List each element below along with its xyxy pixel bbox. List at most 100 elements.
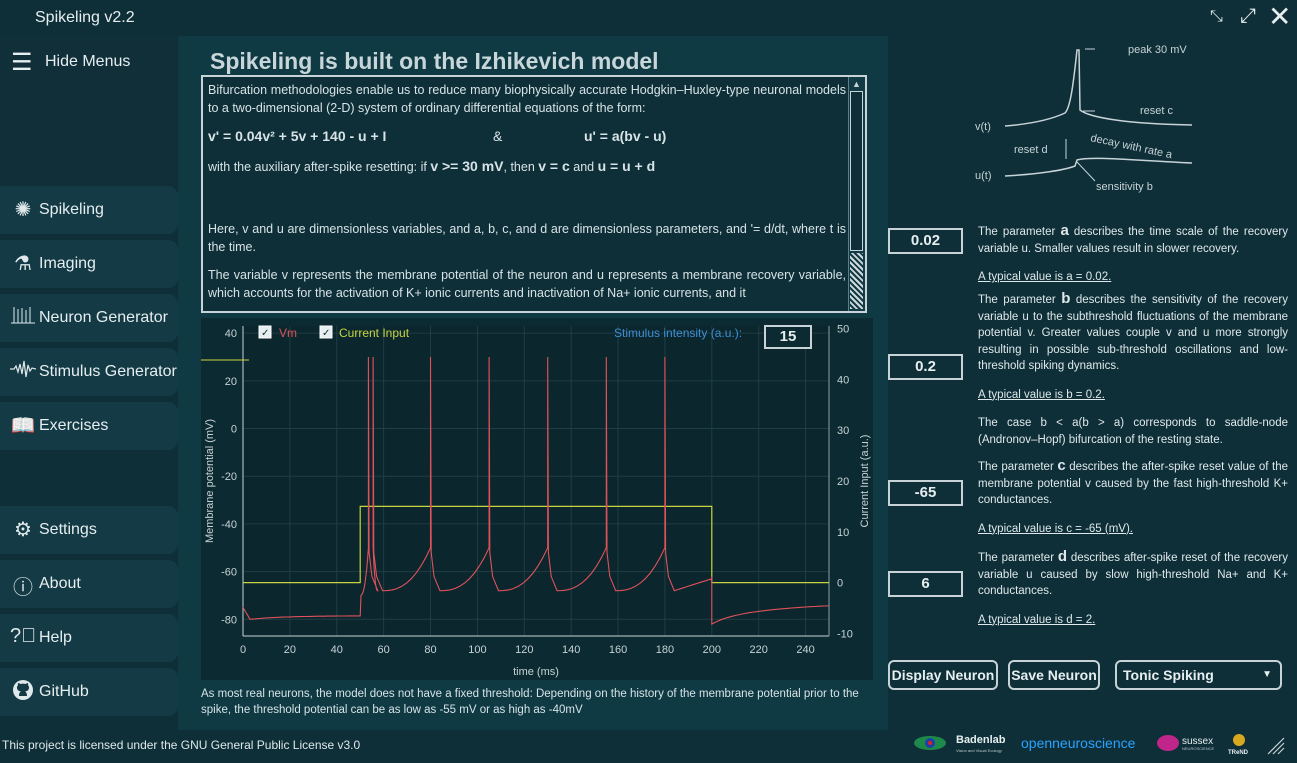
param-text: describes after-spike reset of the recov… (978, 552, 1288, 597)
x-tick-label: 240 (796, 644, 814, 656)
sidebar-item-help[interactable]: ?⃝ Help (0, 614, 178, 662)
param-letter: c (1057, 457, 1066, 474)
vt-curve (1004, 49, 1193, 127)
vm-legend-label: Vm (279, 326, 297, 340)
param-a-typical: A typical value is a = 0.02. (978, 271, 1112, 283)
scroll-track[interactable] (850, 253, 863, 309)
microscope-icon: ⚗ (14, 253, 32, 275)
param-a-input[interactable]: 0.02 (888, 228, 963, 254)
hide-menus-button[interactable]: ☰ Hide Menus (0, 36, 178, 186)
paragraph-variables: Here, v and u are dimensionless variable… (208, 222, 846, 254)
sidebar-item-exercises[interactable]: 📖 Exercises (0, 402, 178, 450)
param-letter: b (1061, 290, 1071, 307)
save-neuron-button[interactable]: Save Neuron (1008, 660, 1100, 690)
voltage-chart: 0 20 40 60 80 100 120 140 160 180 200 220 24040200-2… (201, 324, 871, 678)
param-text: describes the time scale of the recovery… (978, 226, 1288, 255)
sidebar-item-stimulus-generator[interactable]: Stimulus Generator (0, 348, 178, 396)
param-text: The parameter (978, 461, 1058, 473)
x-tick-label: 180 (656, 644, 674, 656)
reset-text: and (569, 160, 598, 174)
sidebar-item-label: Settings (39, 521, 97, 538)
diagram-peak-label: peak 30 mV (1128, 44, 1187, 56)
github-icon (10, 679, 36, 707)
y-tick-label: -80 (221, 614, 237, 626)
x-tick-label: 20 (284, 644, 296, 656)
param-b-input[interactable]: 0.2 (888, 354, 963, 380)
x-tick-label: 160 (609, 644, 627, 656)
resize-grip-icon[interactable] (1267, 737, 1285, 755)
waveform-icon (10, 359, 37, 385)
check-icon: ✓ (261, 328, 269, 339)
param-c-description: The parameter c describes the after-spik… (978, 457, 1288, 537)
book-icon: 📖 (10, 415, 36, 437)
gear-icon: ⚙ (14, 519, 32, 541)
sussex-text: sussex (1182, 736, 1213, 747)
model-description-textbox[interactable]: Bifurcation methodologies enable us to r… (201, 75, 867, 313)
diagram-reset-d-label: reset d (1014, 144, 1048, 156)
sensitivity-arrow (1076, 161, 1096, 182)
license-text: This project is licensed under the GNU G… (2, 738, 361, 752)
param-letter: a (1060, 222, 1069, 239)
hide-menus-label: Hide Menus (45, 53, 131, 70)
trend-text: TReND (1228, 750, 1249, 756)
y-tick-label: 0 (231, 424, 237, 436)
paragraph-reset: with the auxiliary after-spike resetting… (208, 157, 846, 176)
sidebar-item-spikeling[interactable]: ✺ Spikeling (0, 186, 178, 234)
close-icon[interactable]: ✕ (1268, 1, 1292, 32)
sidebar-item-label: Exercises (39, 417, 109, 434)
param-b-description: The parameter b describes the sensitivit… (978, 290, 1288, 448)
diagram-vt-label: v(t) (975, 121, 991, 133)
equation-u: u' = a(bv - u) (584, 128, 667, 144)
maximize-icon[interactable]: ⤢ (1240, 5, 1256, 27)
sidebar-item-neuron-generator[interactable]: Neuron Generator (0, 294, 178, 342)
minimize-icon[interactable]: ⤡ (1210, 8, 1223, 25)
current-input-line (243, 505, 829, 584)
diagram-ut-label: u(t) (975, 170, 992, 182)
x-tick-label: 120 (515, 644, 533, 656)
reset-u: u = u + d (597, 158, 656, 174)
param-c-typical: A typical value is c = -65 (mV). (978, 522, 1133, 535)
equation-line: v' = 0.04v² + 5v + 140 - u + I & u' = a(… (208, 127, 846, 145)
diagram-reset-c-label: reset c (1140, 105, 1174, 117)
param-d-input[interactable]: 6 (888, 571, 963, 597)
stimulus-intensity-input[interactable]: 15 (764, 325, 812, 349)
badenlab-logo: Badenlab Vision and Visual Ecology (914, 734, 1006, 753)
y-axis-title: Membrane potential (mV) (204, 419, 216, 543)
scroll-up-icon[interactable]: ▲ (852, 79, 861, 89)
param-b-typical: A typical value is b = 0.2. (978, 388, 1105, 401)
equation-v: v' = 0.04v² + 5v + 140 - u + I (208, 128, 387, 144)
logo-strip: Badenlab Vision and Visual Ecology openn… (910, 732, 1290, 756)
sidebar-item-imaging[interactable]: ⚗ Imaging (0, 240, 178, 288)
x-tick-label: 140 (562, 644, 580, 656)
param-text: The parameter (978, 294, 1062, 306)
textbox-scrollbar[interactable]: ▲ (848, 77, 865, 311)
sidebar-item-label: Spikeling (39, 201, 104, 218)
sidebar-item-about[interactable]: ⓘ About (0, 560, 178, 608)
neuron-type-select[interactable]: Tonic Spiking ▼ (1115, 660, 1282, 690)
display-neuron-button[interactable]: Display Neuron (888, 660, 998, 690)
paragraph-membrane: The variable v represents the membrane p… (208, 268, 846, 300)
sidebar-item-settings[interactable]: ⚙ Settings (0, 506, 178, 554)
y-tick-label: -40 (221, 519, 237, 531)
equation-ampersand: & (493, 128, 503, 144)
sidebar-item-label: GitHub (39, 683, 89, 700)
y2-tick-label: -10 (837, 628, 853, 640)
x-tick-label: 0 (240, 644, 246, 656)
y2-tick-label: 30 (837, 425, 849, 437)
reset-text: , then (503, 160, 539, 174)
param-c-input[interactable]: -65 (888, 480, 963, 506)
x-tick-label: 60 (378, 644, 390, 656)
param-d-typical: A typical value is d = 2. (978, 613, 1096, 626)
trend-logo: TReND (1228, 734, 1249, 756)
y-tick-label: 40 (225, 328, 237, 340)
param-a-description: The parameter a describes the time scale… (978, 222, 1288, 286)
scroll-thumb[interactable] (850, 91, 863, 251)
param-text: The parameter (978, 552, 1058, 564)
voltage-plot: 0 20 40 60 80 100 120 140 160 180 200 220 240 40 20 0 -2… (201, 318, 873, 680)
menu-icon: ☰ (11, 49, 33, 76)
check-icon: ✓ (322, 328, 330, 339)
sidebar-item-github[interactable]: GitHub (0, 668, 178, 716)
reset-text: with the auxiliary after-spike resetting… (208, 160, 431, 174)
x-tick-label: 200 (703, 644, 721, 656)
sidebar-item-label: Imaging (39, 255, 96, 272)
